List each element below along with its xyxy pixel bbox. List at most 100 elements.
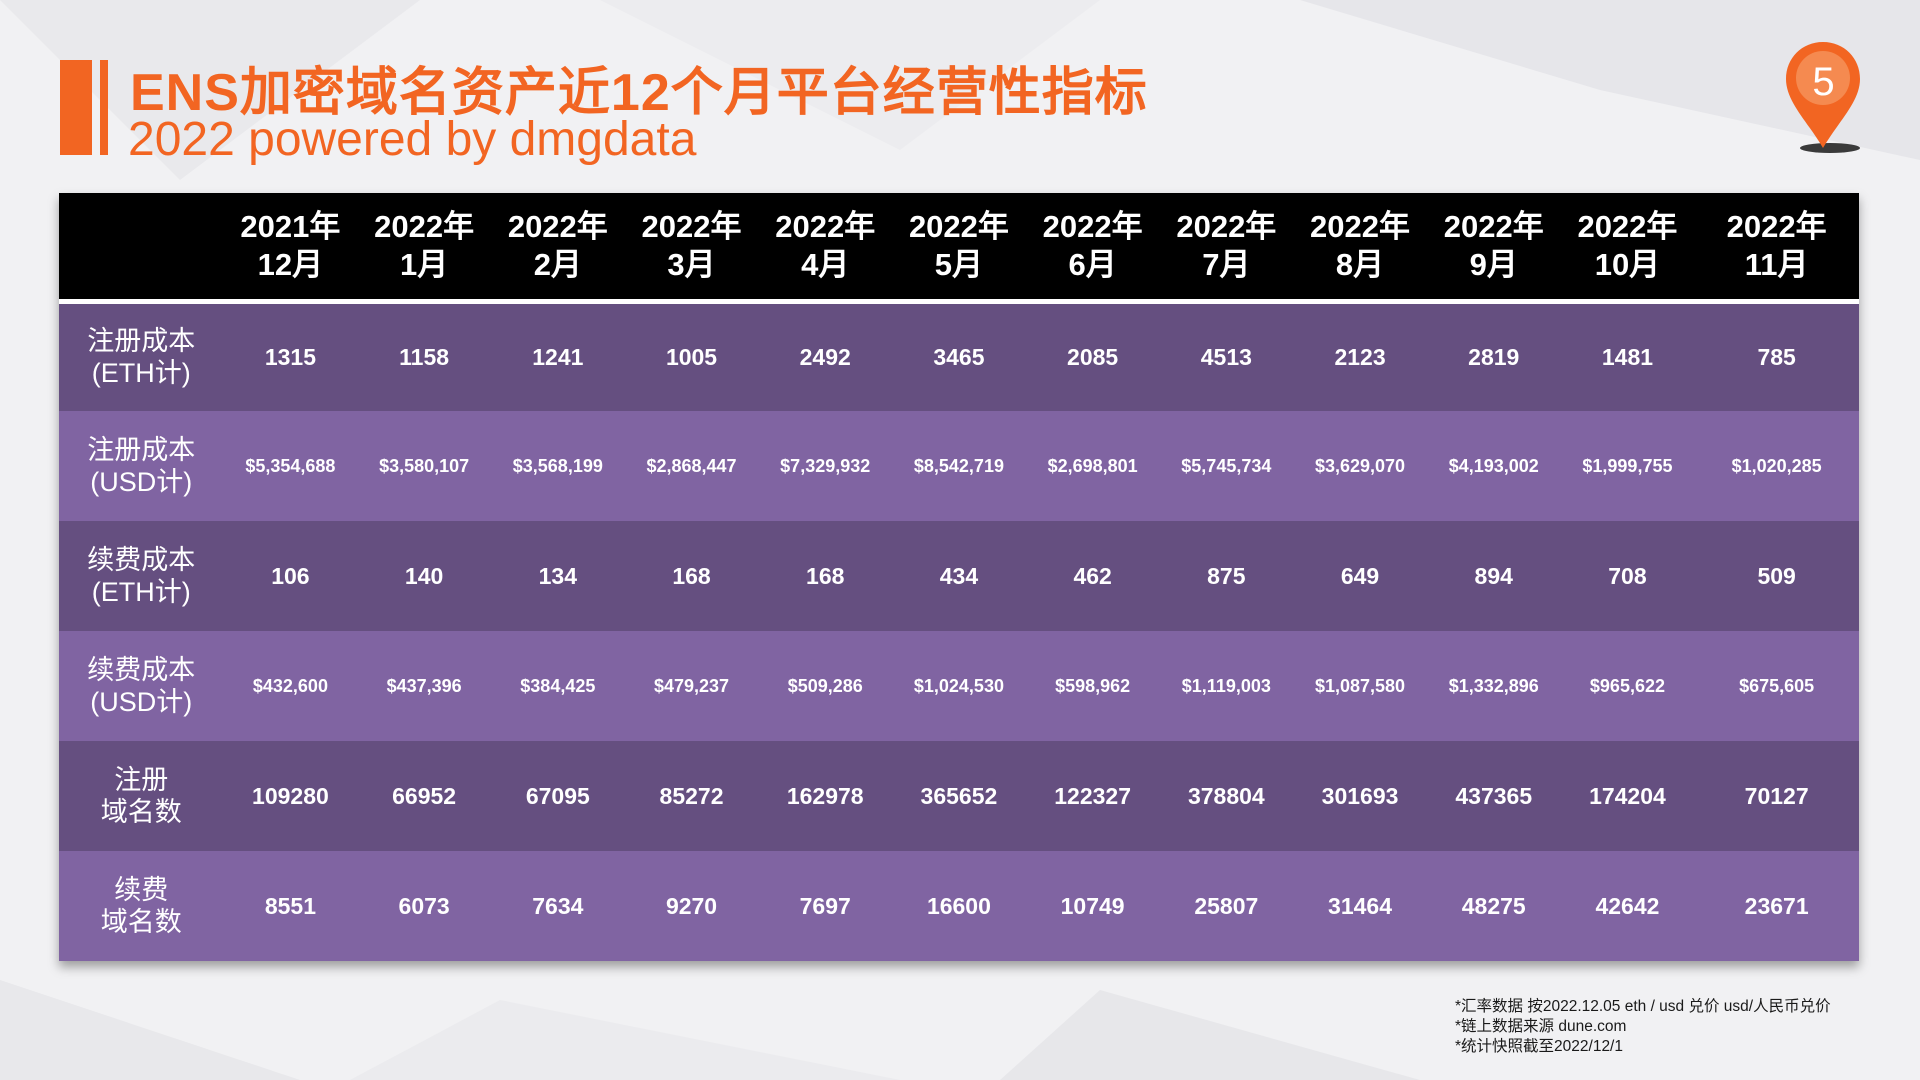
column-header: 2022年 6月 (1025, 193, 1160, 304)
table-cell: 378804 (1187, 782, 1265, 809)
table-cell: $3,629,070 (1314, 455, 1406, 476)
table-cell: 134 (538, 562, 577, 589)
column-header-year: 2021年 (240, 208, 341, 244)
column-header-month: 12月 (257, 246, 324, 282)
table-cell: 7634 (532, 892, 584, 919)
row-label-line2: (ETH计) (91, 358, 191, 389)
column-header-year: 2022年 (908, 208, 1009, 244)
footnote-exchange-rate: *汇率数据 按2022.12.05 eth / usd 兑价 usd/人民币兑价 (1455, 998, 1831, 1015)
column-header-month: 6月 (1068, 246, 1117, 282)
row-label: 注册 域名数 (59, 741, 224, 851)
table-cell: 708 (1608, 562, 1647, 589)
column-header-year: 2022年 (1577, 208, 1678, 244)
footnotes: *汇率数据 按2022.12.05 eth / usd 兑价 usd/人民币兑价… (1455, 997, 1831, 1057)
table-cell: $5,745,734 (1181, 455, 1272, 476)
table-cell: 434 (939, 562, 979, 589)
table-row: 续费成本 (ETH计) 106 140 134 168 168 434 462 875 649 894… (59, 521, 1859, 631)
column-header-year: 2022年 (641, 208, 742, 244)
column-header-month: 9月 (1469, 246, 1518, 282)
column-header: 2022年 3月 (624, 193, 759, 304)
table-cell: 875 (1207, 562, 1246, 589)
row-label-line2: 域名数 (100, 797, 182, 827)
table-row: 注册成本 (USD计) $5,354,688 $3,580,107 $3,568,199… (59, 411, 1859, 521)
table-cell: 3465 (933, 343, 985, 370)
column-header-month: 7月 (1202, 246, 1251, 282)
table-cell: 66952 (392, 782, 457, 809)
page-number-badge: 5 (1786, 40, 1876, 158)
table-cell: $509,286 (787, 675, 863, 696)
table-cell: $1,020,285 (1731, 455, 1822, 476)
table-cell: 301693 (1321, 782, 1399, 809)
column-header-month: 5月 (934, 246, 984, 282)
table-cell: 1481 (1601, 343, 1654, 370)
header-corner-cell (59, 193, 224, 304)
table-cell: $432,600 (252, 675, 328, 696)
table-cell: $7,329,932 (780, 455, 871, 476)
table-cell: $2,868,447 (646, 455, 737, 476)
table-cell: 509 (1757, 562, 1796, 589)
page-title: ENS加密域名资产近12个月平台经营性指标 (130, 64, 1148, 122)
column-header-year: 2022年 (1443, 208, 1544, 244)
metrics-table: 2021年 12月 2022年 1月 2022年 2月 2022年 3月 2022年 4月 2022… (59, 193, 1859, 961)
table-cell: 8551 (264, 892, 316, 919)
table-header-row: 2021年 12月 2022年 1月 2022年 2月 2022年 3月 2022年 4月 2022… (59, 193, 1859, 304)
table-cell: 70127 (1744, 782, 1809, 809)
table-cell: 9270 (665, 892, 718, 919)
table-cell: 48275 (1461, 892, 1526, 919)
table-cell: 437365 (1455, 782, 1533, 809)
map-pin-icon (1786, 42, 1860, 153)
row-label-line1: 注册成本 (87, 326, 196, 357)
table-cell: 42642 (1595, 892, 1660, 919)
title-accent-bar (60, 60, 92, 155)
table-cell: 106 (271, 562, 310, 589)
table-cell: $1,119,003 (1181, 675, 1271, 696)
table-cell: 1315 (264, 343, 316, 370)
table-cell: 2819 (1468, 343, 1520, 370)
table-cell: 25807 (1194, 892, 1259, 919)
column-header: 2022年 9月 (1426, 193, 1561, 304)
table-cell: 4513 (1200, 343, 1252, 370)
column-header-year: 2022年 (1310, 208, 1411, 244)
table-cell: 7697 (799, 892, 851, 919)
table-cell: $1,024,530 (913, 675, 1004, 696)
row-label: 注册成本 (ETH计) (59, 301, 224, 411)
column-header-month: 10月 (1594, 246, 1661, 282)
row-label: 续费成本 (ETH计) (59, 521, 224, 631)
column-header-month: 8月 (1335, 246, 1385, 282)
column-header-year: 2022年 (1042, 208, 1143, 244)
table-cell: 67095 (525, 782, 590, 809)
table-cell: $1,999,755 (1582, 455, 1673, 476)
column-header-month: 4月 (801, 246, 850, 282)
table-cell: 168 (806, 562, 845, 589)
table-cell: $384,425 (520, 675, 596, 696)
table-cell: $437,396 (386, 675, 462, 696)
table-row: 续费成本 (USD计) $432,600 $437,396 $384,425 $479,2… (59, 631, 1859, 741)
table-cell: 168 (672, 562, 711, 589)
table-cell: 2085 (1067, 343, 1119, 370)
column-header: 2021年 12月 (223, 193, 358, 304)
table-cell: $675,605 (1739, 675, 1815, 696)
page-subtitle: 2022 powered by dmgdata (128, 113, 697, 166)
table-cell: 162978 (786, 782, 864, 809)
table-cell: $479,237 (653, 675, 730, 696)
title-accent-bar-thin (100, 60, 108, 155)
column-header: 2022年 7月 (1159, 193, 1294, 304)
row-label: 注册成本 (USD计) (59, 411, 224, 521)
column-header-year: 2022年 (1176, 208, 1277, 244)
row-label-line1: 续费 (114, 875, 169, 905)
page-number: 5 (1812, 60, 1835, 104)
column-header-month: 1月 (399, 246, 449, 282)
table-cell: 462 (1073, 562, 1112, 589)
table-cell: 31464 (1328, 892, 1393, 919)
table-row: 注册成本 (ETH计) 1315 1158 1241 1005 2492 3465 2085 45… (59, 301, 1859, 411)
table-cell: 10749 (1060, 892, 1125, 919)
table-cell: 365652 (920, 782, 998, 809)
table-cell: 649 (1340, 562, 1380, 589)
footnote-snapshot-date: *统计快照截至2022/12/1 (1455, 1038, 1623, 1055)
table-cell: 1241 (532, 343, 584, 370)
table-cell: $2,698,801 (1047, 455, 1138, 476)
column-header: 2022年 1月 (357, 193, 491, 304)
table-cell: 1005 (665, 343, 718, 370)
footnote-data-source: *链上数据来源 dune.com (1455, 1018, 1627, 1035)
row-label-line1: 续费成本 (87, 655, 196, 685)
